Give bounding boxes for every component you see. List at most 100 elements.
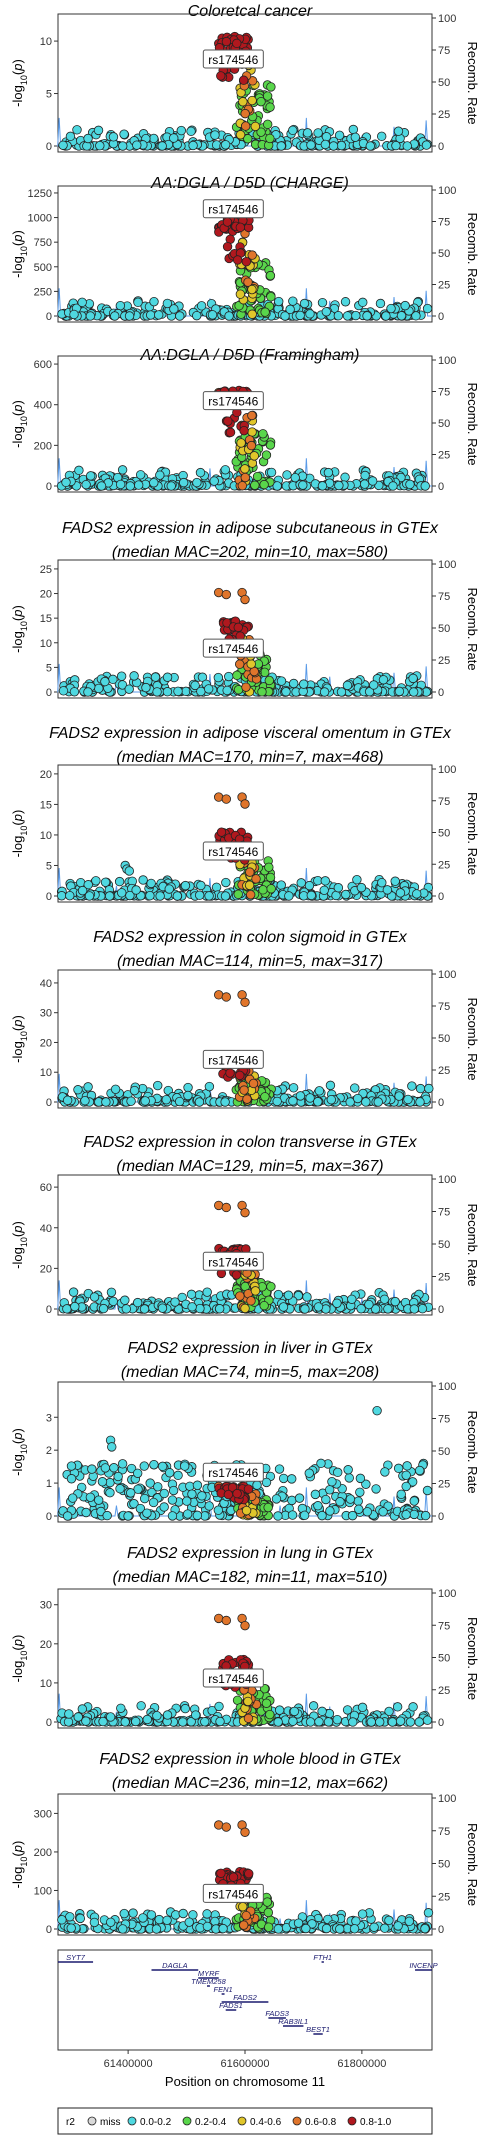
snp-point	[348, 1717, 358, 1727]
snp-point	[238, 1902, 248, 1912]
snp-point	[266, 82, 276, 92]
recomb-tick-label: 25	[438, 450, 450, 462]
y-tick-label: 5	[46, 860, 52, 872]
snp-point	[313, 1302, 324, 1312]
snp-point	[81, 1507, 91, 1518]
snp-point	[288, 1083, 299, 1093]
snp-point	[232, 1488, 242, 1499]
snp-point	[317, 481, 328, 491]
recomb-tick-label: 0	[438, 1717, 444, 1729]
snp-point	[162, 1915, 172, 1925]
snp-point	[306, 140, 316, 150]
snp-point	[263, 1502, 273, 1513]
snp-point	[214, 1304, 225, 1314]
recomb-tick-label: 75	[438, 1414, 450, 1426]
snp-point	[300, 1304, 310, 1314]
snp-point	[133, 1297, 143, 1308]
snp-point	[164, 884, 174, 894]
snp-point	[347, 1294, 357, 1304]
snp-point	[109, 1463, 119, 1473]
y-tick-label: 600	[34, 359, 52, 371]
recomb-tick-label: 75	[438, 1001, 450, 1013]
panel-title: FADS2 expression in colon sigmoid in GTE…	[93, 929, 408, 946]
snp-point	[273, 1289, 284, 1300]
recomb-tick-label: 25	[438, 109, 450, 121]
y-tick-label: 10	[40, 1067, 52, 1079]
snp-point	[276, 676, 287, 686]
snp-point	[409, 1304, 420, 1314]
snp-point	[148, 1497, 159, 1508]
snp-point	[336, 140, 347, 151]
snp-point	[240, 108, 250, 119]
gene-track: SYT7DAGLAMYRFTMEM258FEN1FADS2FADS1FADS3R…	[57, 1949, 438, 2089]
recomb-axis-label: Recomb. Rate	[465, 1203, 480, 1286]
snp-point	[221, 36, 232, 47]
recomb-tick-label: 0	[438, 311, 444, 323]
snp-point	[247, 427, 257, 437]
snp-point	[323, 467, 334, 478]
snp-point	[152, 687, 162, 697]
snp-point	[232, 670, 242, 681]
snp-point	[116, 671, 127, 681]
snp-point	[351, 1916, 361, 1926]
snp-point	[162, 298, 173, 309]
snp-point	[213, 672, 224, 683]
snp-point	[195, 467, 206, 478]
y-tick-label: 0	[46, 891, 52, 903]
snp-point	[83, 687, 93, 697]
snp-point	[196, 880, 206, 891]
recomb-tick-label: 50	[438, 418, 450, 430]
snp-point	[180, 1703, 190, 1714]
snp-point	[108, 674, 118, 685]
snp-point	[299, 679, 309, 689]
snp-point	[401, 1481, 411, 1492]
snp-point	[192, 477, 202, 488]
y-tick-label: 0	[46, 311, 52, 323]
snp-point	[247, 284, 257, 295]
recomb-axis-label: Recomb. Rate	[465, 1617, 480, 1700]
snp-point	[235, 1291, 245, 1301]
snp-point	[342, 680, 353, 691]
snp-point	[256, 96, 266, 107]
snp-point	[243, 1713, 254, 1724]
snp-point	[396, 1489, 406, 1500]
snp-point	[149, 296, 159, 307]
legend-label: 0.0-0.2	[140, 2117, 172, 2128]
snp-point	[195, 1303, 205, 1314]
snp-point	[178, 1717, 188, 1727]
y-tick-label: 250	[34, 286, 52, 298]
snp-point	[197, 1491, 207, 1501]
snp-point	[288, 1096, 298, 1106]
snp-point	[393, 1921, 403, 1931]
snp-point	[240, 1207, 250, 1218]
snp-point	[422, 303, 433, 314]
snp-point	[340, 297, 351, 307]
snp-point	[327, 1476, 337, 1487]
regional-plot-panel: FADS2 expression in adipose subcutaneous…	[10, 520, 480, 699]
snp-point	[223, 1489, 234, 1500]
snp-point	[155, 470, 165, 480]
lead-snp-label: rs174546	[208, 395, 258, 409]
gene-label: INCENP	[409, 1961, 437, 1970]
legend-label: 0.8-1.0	[360, 2117, 392, 2128]
y-tick-label: 30	[40, 1008, 52, 1020]
snp-point	[141, 682, 151, 693]
snp-point	[362, 1507, 373, 1517]
snp-point	[278, 1473, 289, 1484]
recomb-tick-label: 100	[438, 185, 456, 197]
snp-point	[62, 1304, 72, 1314]
snp-point	[235, 222, 246, 233]
snp-point	[223, 416, 233, 426]
snp-point	[64, 1709, 74, 1719]
y-tick-label: 500	[34, 262, 52, 274]
snp-point	[333, 1467, 343, 1478]
snp-point	[221, 992, 232, 1002]
snp-point	[343, 1465, 353, 1475]
snp-point	[69, 309, 79, 320]
snp-point	[412, 889, 422, 899]
snp-point	[247, 410, 257, 421]
recomb-tick-label: 0	[438, 1304, 444, 1316]
snp-point	[145, 310, 156, 320]
snp-point	[225, 427, 236, 438]
snp-point	[326, 1094, 336, 1105]
